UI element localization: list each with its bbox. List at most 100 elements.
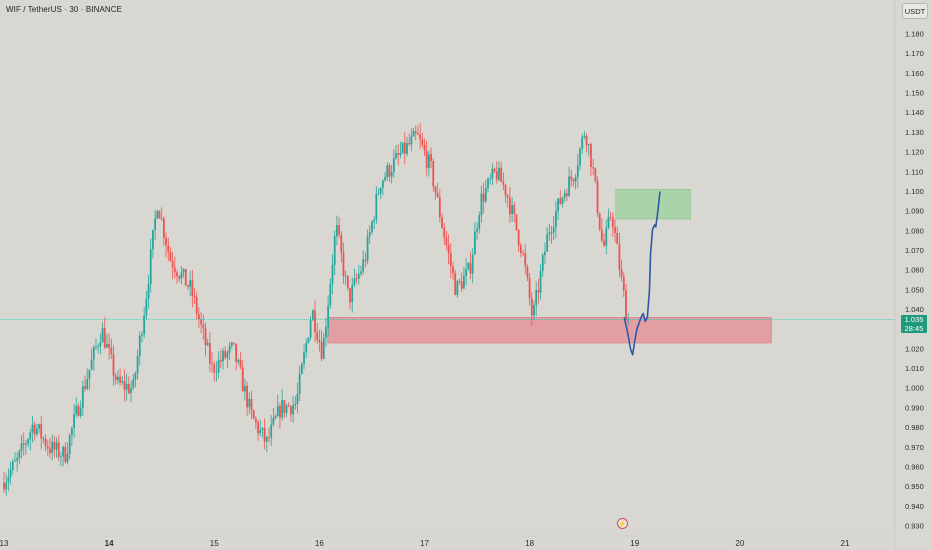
candle-body [583, 135, 586, 138]
candle-body [292, 405, 294, 415]
candle-body [476, 228, 478, 232]
candle-body [360, 271, 362, 274]
candle-body [335, 225, 338, 237]
candle-body [215, 372, 218, 374]
y-tick-label: 1.050 [905, 285, 924, 294]
candle-body [270, 424, 273, 438]
zones-layer [327, 189, 772, 344]
candle-body [598, 212, 601, 230]
last-price-badge: 1.035 28:45 [901, 315, 927, 333]
candle-body [119, 376, 121, 383]
candle-body [200, 319, 203, 325]
candle-body [504, 184, 507, 196]
candle-body [530, 298, 533, 316]
candle-body [97, 346, 100, 347]
candle-body [349, 288, 351, 303]
candle-body [95, 346, 97, 348]
overlays-layer [0, 191, 895, 356]
candle-body [108, 343, 111, 348]
candle-body [79, 407, 82, 416]
candle-body [281, 400, 284, 418]
candle-body [252, 410, 255, 419]
candle-body [311, 310, 314, 321]
lightning-icon[interactable]: ⚡ [617, 518, 628, 529]
candle-body [456, 281, 459, 295]
candle-body [235, 343, 238, 363]
candle-body [14, 460, 16, 462]
x-tick-label: 15 [210, 539, 219, 548]
y-tick-label: 1.170 [905, 49, 924, 58]
candle-body [392, 158, 395, 173]
y-tick-label: 0.960 [905, 462, 924, 471]
candle-body [544, 251, 546, 256]
candle-body [303, 352, 305, 364]
candle-body [136, 356, 139, 374]
candle-body [265, 437, 268, 442]
candle-body [318, 340, 321, 343]
candle-body [364, 259, 367, 261]
candle-body [467, 263, 470, 269]
candle-body [75, 405, 78, 415]
candle-body [110, 347, 113, 354]
candle-body [147, 284, 150, 299]
candle-body [316, 331, 319, 341]
candle-body [395, 153, 397, 159]
price-axis-bg [895, 0, 932, 550]
candle-body [11, 461, 14, 470]
candle-body [173, 267, 176, 273]
candle-body [125, 383, 128, 390]
x-tick-label: 17 [420, 539, 429, 548]
candle-body [31, 424, 34, 433]
candle-body [202, 324, 205, 329]
y-tick-label: 1.090 [905, 207, 924, 216]
candle-body [193, 296, 196, 298]
candle-body [81, 386, 84, 408]
candle-body [305, 342, 308, 353]
candle-body [156, 211, 159, 219]
candle-body [22, 443, 25, 445]
candle-body [607, 216, 610, 228]
candle-body [331, 264, 334, 284]
candle-body [25, 443, 27, 445]
candle-body [217, 359, 220, 373]
candle-body [401, 142, 404, 154]
candle-body [285, 405, 288, 413]
candle-body [344, 275, 347, 277]
candle-body [239, 360, 242, 368]
candle-body [9, 469, 12, 478]
symbol-title[interactable]: WIF / TetherUS · 30 · BINANCE [6, 5, 123, 14]
currency-button[interactable]: USDT [902, 3, 928, 19]
candle-body [412, 131, 415, 137]
candle-body [333, 236, 336, 265]
candles-layer [3, 122, 630, 496]
candle-body [322, 337, 325, 359]
candle-body [176, 272, 178, 277]
last-price-value: 1.035 [904, 315, 924, 324]
candle-body [152, 229, 154, 250]
candle-body [386, 165, 389, 177]
candle-body [519, 245, 522, 254]
candle-body [204, 328, 207, 346]
candle-body [261, 427, 264, 430]
candle-body [178, 276, 181, 279]
candle-body [587, 144, 590, 146]
candle-body [314, 310, 316, 332]
candle-body [487, 178, 489, 189]
candle-body [222, 350, 224, 362]
candle-body [495, 171, 498, 180]
candle-body [226, 352, 229, 358]
candle-body [77, 405, 80, 416]
candle-body [88, 369, 91, 380]
candle-body [27, 439, 29, 444]
x-tick-label: 20 [735, 539, 744, 548]
candle-body [130, 387, 132, 394]
candle-body [35, 428, 38, 435]
candle-body [379, 187, 382, 194]
candle-body [434, 186, 437, 193]
candle-body [384, 176, 386, 181]
support-zone [327, 317, 772, 344]
candle-body [596, 180, 599, 213]
candle-body [296, 393, 299, 404]
candle-body [208, 342, 211, 364]
